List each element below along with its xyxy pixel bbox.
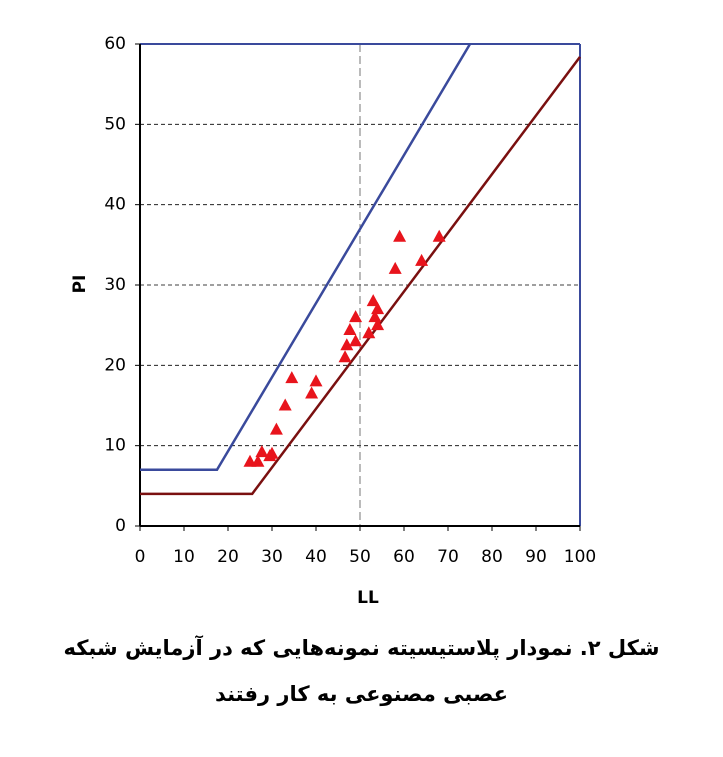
point <box>255 445 269 458</box>
line <box>140 56 581 496</box>
y-tick-label: 0 <box>115 516 126 536</box>
point <box>415 253 429 266</box>
point <box>285 371 299 384</box>
point <box>432 229 446 242</box>
x-tick-label: 90 <box>525 547 547 567</box>
x-tick-label: 0 <box>135 547 146 567</box>
y-tick-label: 50 <box>104 114 126 134</box>
x-axis-label: LL <box>357 588 379 608</box>
x-tick-label: 30 <box>261 547 283 567</box>
x-tick-label: 80 <box>481 547 503 567</box>
x-tick-label: 40 <box>305 547 327 567</box>
point <box>305 386 319 399</box>
caption-line: شکل ۲. نمودار پلاستیسیته نمونه‌هایی که د… <box>63 636 660 660</box>
point <box>338 350 352 363</box>
caption-line: عصبی مصنوعی به کار رفتند <box>214 682 509 706</box>
point <box>251 454 265 467</box>
y-tick-label: 40 <box>104 195 126 215</box>
x-tick-label: 60 <box>393 547 415 567</box>
x-tick-label: 50 <box>349 547 371 567</box>
point <box>362 326 376 339</box>
point <box>368 310 382 323</box>
point <box>265 446 279 459</box>
x-tick-label: 100 <box>564 547 596 567</box>
y-tick-label: 60 <box>104 34 126 54</box>
point <box>269 422 283 435</box>
y-tick-label: 20 <box>104 355 126 375</box>
point <box>340 338 354 351</box>
chart: LL PI 0 10 20 30 40 50 60 0 10 20 30 40 50 60 70 80 90 10… <box>70 34 596 608</box>
line <box>140 43 472 472</box>
point <box>349 310 363 323</box>
point <box>366 294 380 307</box>
y-axis-label: PI <box>70 275 90 294</box>
point <box>343 322 357 335</box>
x-tick-label: 10 <box>173 547 195 567</box>
point <box>309 374 323 387</box>
y-tick-label: 30 <box>104 275 126 295</box>
point <box>393 229 407 242</box>
point <box>349 334 363 347</box>
point <box>371 318 385 331</box>
x-tick-label: 20 <box>217 547 239 567</box>
x-tick-label: 70 <box>437 547 459 567</box>
point <box>371 302 385 315</box>
point <box>278 398 292 411</box>
point <box>388 261 402 274</box>
y-tick-label: 10 <box>104 436 126 456</box>
